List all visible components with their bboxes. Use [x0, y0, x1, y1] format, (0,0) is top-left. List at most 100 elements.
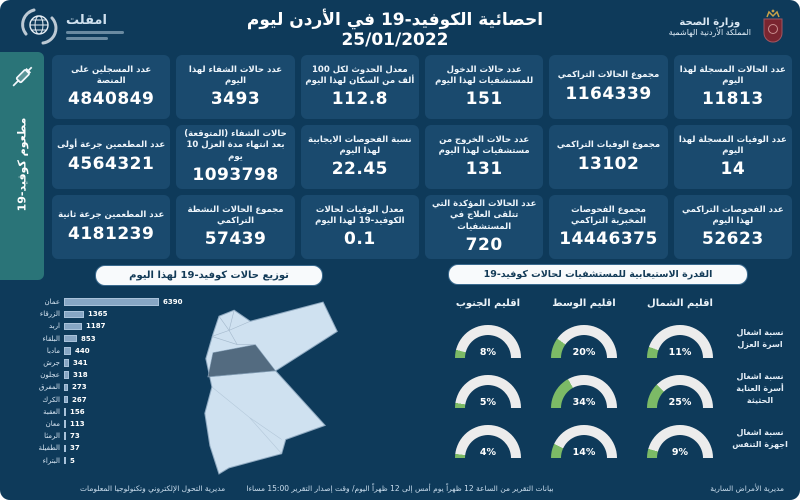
bar	[64, 347, 71, 355]
stat-card: عدد المطعمين جرعة أولى 4564321	[52, 125, 171, 189]
gauge: 20%	[536, 325, 632, 364]
bar-category-label: البتراء	[42, 456, 60, 465]
stat-label: عدد الحالات المسجلة لهذا اليوم	[679, 64, 786, 86]
bar-value: 6390	[163, 298, 183, 307]
footer-directorate-it: مديرية التحول الإلكتروني وتكنولوجيا المع…	[80, 484, 226, 493]
stat-card: معدل الوفيات لحالات الكوفيد-19 لهذا اليو…	[300, 195, 419, 259]
stat-value: 131	[465, 159, 503, 180]
stat-card: عدد حالات الدخول للمستشفيات لهذا اليوم 15…	[425, 55, 544, 119]
bar-row: جرش 341	[10, 357, 240, 369]
bar-row: الرمثا 73	[10, 430, 240, 442]
stat-label: عدد المطعمين جرعة أولى	[57, 140, 166, 151]
bar-row: البلقاء 853	[10, 333, 240, 345]
stat-card: عدد حالات الشفاء لهذا اليوم 3493	[176, 55, 295, 119]
gauge-grid: اقليم الشمال اقليم الوسط اقليم الجنوب نسبة …	[440, 292, 792, 464]
stat-label: معدل الوفيات لحالات الكوفيد-19 لهذا اليو…	[315, 204, 405, 226]
gauge-hole	[465, 385, 511, 408]
stat-card: مجموع الفحوصات المخبرية التراكمي 14446375	[549, 195, 668, 259]
gauge: 4%	[440, 425, 536, 464]
bar-value: 113	[70, 419, 85, 428]
bar-value: 5	[70, 456, 75, 465]
stat-card: حالات الشفاء (المتوقعة) بعد انتهاء مدة ا…	[176, 125, 295, 189]
campaign-subline	[66, 36, 108, 40]
gauge: 11%	[632, 325, 728, 364]
gauge-dial: 20%	[551, 325, 617, 358]
stat-value: 1093798	[192, 165, 279, 186]
stat-value: 14446375	[559, 229, 658, 250]
bar	[64, 310, 84, 319]
gauge: 5%	[440, 375, 536, 414]
gauge-dial: 4%	[455, 425, 521, 458]
bar	[64, 334, 77, 343]
bar-chart-title: توزيع حالات كوفيد-19 لهذا اليوم	[95, 265, 323, 286]
bar	[64, 408, 66, 416]
bar	[64, 395, 68, 404]
stat-value: 22.45	[331, 159, 388, 180]
stat-value: 57439	[204, 229, 267, 250]
gauge-dial: 9%	[647, 425, 713, 458]
stat-label: عدد المسجلين على المنصة	[71, 64, 152, 86]
bar-row: المفرق 273	[10, 381, 240, 393]
bar-row: الزرقاء 1365	[10, 308, 240, 320]
bar-value: 440	[75, 346, 90, 355]
gauge-hole	[561, 335, 607, 358]
ministry-name: وزارة الصحة	[679, 17, 741, 28]
stat-label: عدد حالات الدخول للمستشفيات لهذا اليوم	[435, 64, 534, 86]
stat-label: مجموع الفحوصات المخبرية التراكمي	[571, 204, 647, 226]
bar-row: مادبا 440	[10, 345, 240, 357]
bar-category-label: عمان	[44, 298, 61, 307]
stat-value: 3493	[210, 89, 261, 110]
bar	[64, 383, 68, 392]
bar-category-label: العقبة	[43, 407, 60, 416]
stat-card: عدد المطعمين جرعة ثانية 4181239	[52, 195, 171, 259]
bar-category-label: الرمثا	[44, 432, 60, 441]
gauge-hole	[657, 385, 703, 408]
stat-label: مجموع الحالات التراكمي	[557, 70, 660, 81]
bar-category-label: جرش	[43, 359, 60, 368]
stat-card: مجموع الحالات النشطة التراكمي 57439	[176, 195, 295, 259]
gauge-hole	[561, 435, 607, 458]
campaign-name: امقلت	[66, 12, 107, 28]
footer-directorate-diseases: مديرية الأمراض السارية	[710, 484, 784, 493]
bar-value: 341	[73, 359, 88, 368]
gauge: 14%	[536, 425, 632, 464]
stat-value: 14	[720, 159, 746, 180]
bar	[64, 444, 66, 453]
gauge-percent: 25%	[668, 397, 692, 408]
bar-category-label: الطفيلة	[38, 444, 60, 453]
stat-card: عدد الحالات المسجلة لهذا اليوم 11813	[673, 55, 792, 119]
gauge-dial: 14%	[551, 425, 617, 458]
bar	[64, 432, 66, 440]
gauge-hole	[465, 335, 511, 358]
bar	[64, 322, 82, 331]
bar-value: 1365	[88, 310, 108, 319]
stat-value: 52623	[702, 229, 764, 250]
gauge-percent: 14%	[572, 447, 596, 458]
bar-value: 267	[72, 395, 87, 404]
bar-chart: عمان 6390 الزرقاء 1365 اربد 1187 البلقاء 853 ماد…	[10, 296, 240, 467]
bar	[64, 420, 66, 428]
gauge-hole	[657, 435, 703, 458]
globe-icon	[21, 8, 58, 45]
gauge: 9%	[632, 425, 728, 464]
stat-label: مجموع الحالات النشطة التراكمي	[187, 204, 284, 226]
stat-label: مجموع الوفيات التراكمي	[556, 140, 661, 151]
gauge-percent: 4%	[479, 447, 497, 458]
bar	[64, 359, 69, 367]
ministry-logo: وزارة الصحة المملكة الأردنية الهاشمية	[669, 8, 788, 46]
gauge-dial: 34%	[551, 375, 617, 408]
stat-value: 720	[465, 235, 503, 256]
vaccine-sidebar: مطعوم كوفيد-19	[0, 52, 44, 280]
bar-category-label: معان	[45, 419, 60, 428]
bar	[64, 456, 66, 465]
region-header: اقليم الجنوب	[455, 297, 521, 309]
bar-row: البتراء 5	[10, 454, 240, 466]
bar-category-label: البلقاء	[42, 334, 60, 343]
kingdom-name: المملكة الأردنية الهاشمية	[668, 28, 751, 37]
bar-category-label: المفرق	[39, 383, 60, 392]
campaign-subline	[66, 30, 124, 34]
bar-row: الطفيلة 37	[10, 442, 240, 454]
stat-card: عدد الحالات المؤكدة التي تتلقى العلاج في…	[425, 195, 544, 259]
stat-label: حالات الشفاء (المتوقعة) بعد انتهاء مدة ا…	[184, 128, 287, 162]
